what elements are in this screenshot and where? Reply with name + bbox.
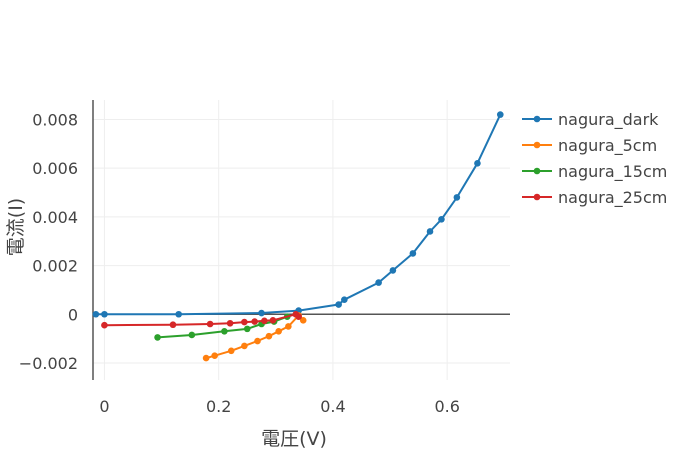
series-nagura_5cm[interactable]	[202, 312, 307, 362]
series-nagura_dark[interactable]	[92, 111, 504, 318]
series-line	[95, 114, 502, 316]
data-point[interactable]	[241, 318, 248, 326]
data-point[interactable]	[258, 309, 265, 317]
data-point[interactable]	[299, 317, 307, 324]
y-tick-label: 0.004	[32, 208, 78, 227]
legend-swatch-marker	[533, 115, 541, 123]
legend-label: nagura_5cm	[558, 136, 657, 156]
data-point[interactable]	[496, 111, 504, 118]
x-tick-label: 0.4	[320, 397, 345, 416]
legend-swatch-marker	[533, 167, 541, 175]
data-point[interactable]	[453, 194, 461, 201]
x-axis-ticks: 0 0.2 0.4 0.6	[99, 397, 460, 416]
data-point[interactable]	[251, 318, 258, 325]
y-tick-label: 0	[68, 305, 78, 324]
data-point[interactable]	[169, 321, 177, 329]
data-point[interactable]	[265, 332, 273, 340]
y-tick-label: −0.002	[19, 354, 78, 373]
data-point[interactable]	[101, 321, 108, 329]
data-point[interactable]	[426, 228, 434, 235]
series-nagura_25cm[interactable]	[101, 310, 302, 329]
data-point[interactable]	[269, 317, 277, 324]
data-point[interactable]	[341, 296, 348, 303]
data-point[interactable]	[221, 328, 228, 335]
data-point[interactable]	[92, 310, 100, 318]
legend-item-nagura_15cm[interactable]: nagura_15cm	[522, 162, 667, 182]
legend-item-nagura_25cm[interactable]: nagura_25cm	[522, 188, 667, 208]
data-point[interactable]	[474, 160, 481, 167]
legend-swatch-marker	[533, 141, 541, 149]
x-tick-label: 0.6	[434, 397, 459, 416]
legend-swatch-marker	[533, 193, 541, 201]
data-point[interactable]	[227, 347, 235, 355]
data-point[interactable]	[275, 328, 282, 335]
data-point[interactable]	[175, 310, 182, 318]
data-point[interactable]	[285, 323, 292, 330]
data-point[interactable]	[206, 320, 214, 328]
x-axis-title: 電圧(V)	[261, 428, 327, 450]
data-point[interactable]	[241, 342, 248, 350]
data-point[interactable]	[375, 279, 382, 286]
series-line	[104, 313, 300, 327]
legend-item-nagura_dark[interactable]: nagura_dark	[522, 110, 659, 130]
data-point[interactable]	[295, 313, 302, 320]
y-tick-label: 0.002	[32, 257, 78, 276]
series-layer	[92, 111, 504, 362]
data-point[interactable]	[226, 319, 234, 327]
data-point[interactable]	[188, 331, 196, 339]
data-point[interactable]	[101, 310, 108, 318]
data-point[interactable]	[154, 334, 161, 341]
y-tick-label: 0.008	[32, 110, 78, 129]
data-point[interactable]	[254, 337, 261, 345]
data-point[interactable]	[211, 352, 218, 359]
legend-label: nagura_dark	[558, 110, 659, 130]
series-line	[205, 314, 304, 360]
y-axis-title: 電流(I)	[5, 198, 27, 256]
x-tick-label: 0	[99, 397, 109, 416]
legend-label: nagura_15cm	[558, 162, 667, 182]
data-point[interactable]	[261, 317, 268, 325]
y-tick-label: 0.006	[32, 159, 78, 178]
legend[interactable]: nagura_dark nagura_5cm nagura_15cm nagura_2…	[522, 110, 667, 208]
data-point[interactable]	[438, 216, 445, 223]
y-axis-ticks: −0.002 0 0.002 0.004 0.006 0.008	[19, 110, 78, 372]
gridlines	[93, 100, 510, 380]
data-point[interactable]	[243, 325, 251, 333]
legend-label: nagura_25cm	[558, 188, 667, 208]
data-point[interactable]	[202, 354, 210, 362]
data-point[interactable]	[335, 301, 342, 308]
legend-item-nagura_5cm[interactable]: nagura_5cm	[522, 136, 657, 156]
data-point[interactable]	[389, 267, 397, 274]
x-tick-label: 0.2	[206, 397, 231, 416]
data-point[interactable]	[409, 250, 417, 257]
